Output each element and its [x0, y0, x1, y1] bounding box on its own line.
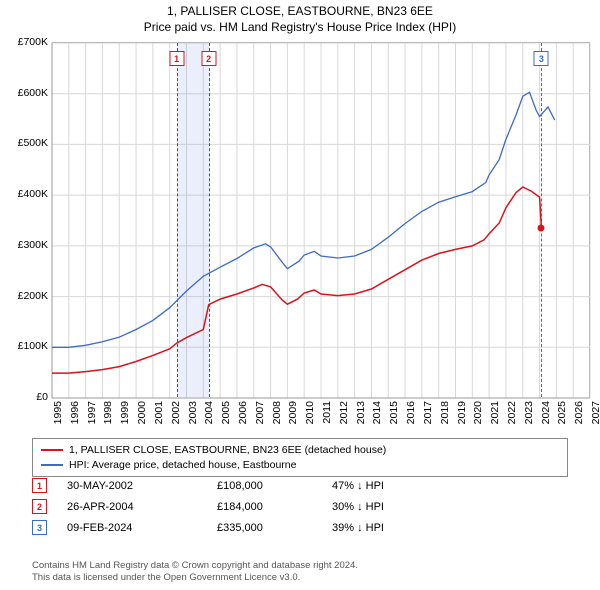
chart-legend: 1, PALLISER CLOSE, EASTBOURNE, BN23 6EE … — [32, 438, 568, 477]
legend-swatch — [41, 449, 63, 451]
x-tick-label: 2015 — [388, 401, 400, 424]
x-tick-label: 2016 — [405, 401, 417, 424]
transaction-marker-badge: 1 — [169, 51, 184, 66]
transaction-row: 2 26-APR-2004 £184,000 30% ↓ HPI — [32, 499, 568, 514]
y-tick-label: £200K — [18, 290, 48, 302]
transaction-marker-badge: 3 — [534, 51, 549, 66]
x-tick-label: 1997 — [86, 401, 98, 424]
transaction-date: 26-APR-2004 — [67, 501, 197, 513]
x-tick-label: 2014 — [371, 401, 383, 424]
y-tick-label: £600K — [18, 87, 48, 99]
x-tick-label: 2005 — [220, 401, 232, 424]
x-tick-label: 1995 — [52, 401, 64, 424]
transaction-hpi-delta: 30% ↓ HPI — [332, 501, 384, 513]
x-tick-label: 2008 — [271, 401, 283, 424]
x-tick-label: 2018 — [439, 401, 451, 424]
transaction-marker-badge: 2 — [201, 51, 216, 66]
transaction-row: 3 09-FEB-2024 £335,000 39% ↓ HPI — [32, 520, 568, 535]
legend-swatch — [41, 464, 63, 466]
legend-label: HPI: Average price, detached house, East… — [69, 458, 296, 473]
legend-item: HPI: Average price, detached house, East… — [41, 458, 559, 473]
transaction-hpi-delta: 47% ↓ HPI — [332, 480, 384, 492]
x-tick-label: 2009 — [287, 401, 299, 424]
chart-plot-area: 1 2 3 — [52, 42, 590, 397]
y-axis-labels: £0£100K£200K£300K£400K£500K£600K£700K — [0, 42, 50, 397]
x-tick-label: 2007 — [254, 401, 266, 424]
x-tick-label: 1998 — [102, 401, 114, 424]
y-tick-label: £0 — [36, 391, 48, 403]
y-tick-label: £500K — [18, 137, 48, 149]
x-tick-label: 1999 — [119, 401, 131, 424]
x-tick-label: 2013 — [355, 401, 367, 424]
chart-title-line2: Price paid vs. HM Land Registry's House … — [0, 20, 600, 36]
x-tick-label: 2011 — [321, 401, 333, 424]
x-tick-label: 2012 — [338, 401, 350, 424]
transaction-hpi-delta: 39% ↓ HPI — [332, 522, 384, 534]
x-tick-label: 2002 — [170, 401, 182, 424]
transaction-date: 09-FEB-2024 — [67, 522, 197, 534]
transaction-price: £335,000 — [217, 522, 312, 534]
x-tick-label: 2019 — [456, 401, 468, 424]
x-tick-label: 2023 — [523, 401, 535, 424]
legend-label: 1, PALLISER CLOSE, EASTBOURNE, BN23 6EE … — [69, 443, 386, 458]
x-tick-label: 2001 — [153, 401, 165, 424]
legend-item: 1, PALLISER CLOSE, EASTBOURNE, BN23 6EE … — [41, 443, 559, 458]
x-tick-label: 2025 — [556, 401, 568, 424]
transaction-row: 1 30-MAY-2002 £108,000 47% ↓ HPI — [32, 478, 568, 493]
x-tick-label: 2021 — [489, 401, 501, 424]
transaction-badge: 2 — [32, 499, 47, 514]
transaction-badge: 3 — [32, 520, 47, 535]
x-tick-label: 2006 — [237, 401, 249, 424]
x-tick-label: 2010 — [304, 401, 316, 424]
x-tick-label: 1996 — [69, 401, 81, 424]
y-tick-label: £100K — [18, 340, 48, 352]
y-tick-label: £400K — [18, 188, 48, 200]
x-axis-labels: 1995 1996 1997 1998 1999 2000 2001 2002 2003 2004… — [52, 399, 590, 439]
y-tick-label: £700K — [18, 36, 48, 48]
attribution-line1: Contains HM Land Registry data © Crown c… — [32, 560, 358, 571]
attribution-line2: This data is licensed under the Open Gov… — [32, 572, 300, 583]
transaction-price: £184,000 — [217, 501, 312, 513]
transaction-date: 30-MAY-2002 — [67, 480, 197, 492]
transaction-badge: 1 — [32, 478, 47, 493]
x-tick-label: 2027 — [590, 401, 600, 424]
transaction-price: £108,000 — [217, 480, 312, 492]
chart-title-line1: 1, PALLISER CLOSE, EASTBOURNE, BN23 6EE — [0, 4, 600, 20]
x-tick-label: 2026 — [573, 401, 585, 424]
attribution-text: Contains HM Land Registry data © Crown c… — [32, 560, 568, 584]
x-tick-label: 2017 — [422, 401, 434, 424]
x-tick-label: 2000 — [136, 401, 148, 424]
series-end-marker — [538, 225, 545, 232]
x-tick-label: 2003 — [187, 401, 199, 424]
x-tick-label: 2004 — [203, 401, 215, 424]
y-tick-label: £300K — [18, 239, 48, 251]
transactions-table: 1 30-MAY-2002 £108,000 47% ↓ HPI 2 26-APR-200… — [32, 478, 568, 541]
x-tick-label: 2020 — [472, 401, 484, 424]
x-tick-label: 2024 — [540, 401, 552, 424]
x-tick-label: 2022 — [506, 401, 518, 424]
